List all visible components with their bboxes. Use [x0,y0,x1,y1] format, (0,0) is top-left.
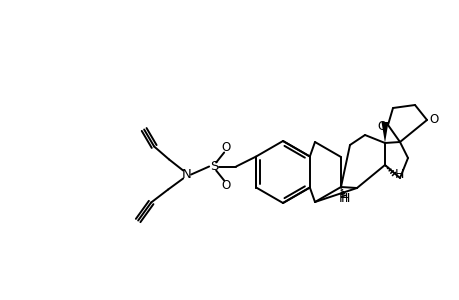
Text: N: N [181,168,190,181]
Text: H: H [393,169,403,182]
Text: O: O [428,112,438,125]
Text: O: O [376,119,386,133]
Text: S: S [209,160,218,173]
Text: H: H [340,193,349,206]
Text: O: O [221,179,230,192]
Polygon shape [381,122,388,143]
Text: H: H [337,191,347,205]
Text: O: O [221,141,230,154]
